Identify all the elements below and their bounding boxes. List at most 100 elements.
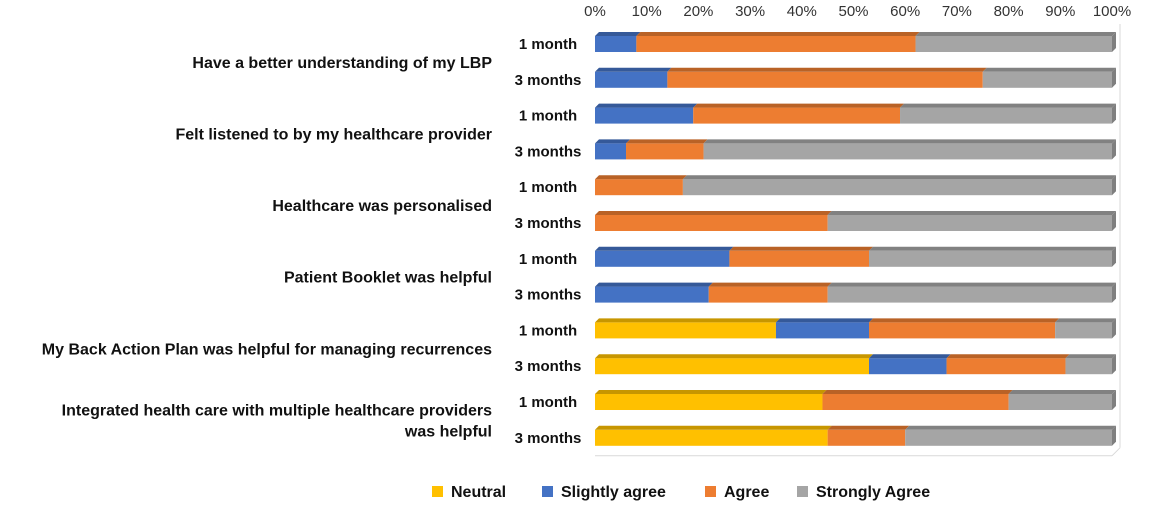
- bar-segment: [869, 250, 1112, 267]
- bar-segment: [595, 107, 694, 124]
- x-tick-label: 60%: [890, 3, 920, 20]
- bar-segment-top: [595, 246, 734, 251]
- bar-segment-top: [693, 103, 905, 108]
- x-tick-label: 100%: [1093, 3, 1131, 20]
- row-label: 3 months: [515, 358, 582, 375]
- bar-end-face: [1112, 354, 1116, 375]
- bar-segment: [667, 71, 983, 88]
- bar-segment: [595, 215, 828, 231]
- bar-segment: [982, 71, 1112, 88]
- bar-segment-top: [595, 211, 832, 215]
- bar-end-face: [1112, 67, 1116, 88]
- bar-segment-top: [869, 246, 1116, 251]
- bar-segment: [595, 71, 668, 88]
- bar-segment-top: [682, 175, 1116, 180]
- bar-segment: [595, 358, 870, 375]
- group-label: Felt listened to by my healthcare provid…: [175, 127, 492, 144]
- x-tick-label: 70%: [942, 3, 972, 20]
- bar-segment: [869, 322, 1056, 339]
- bar-segment: [827, 286, 1112, 303]
- x-axis-depth-line: [1111, 447, 1121, 457]
- bar-segment-top: [595, 103, 698, 108]
- bar-segment: [693, 107, 901, 124]
- group-label: My Back Action Plan was helpful for mana…: [42, 341, 492, 358]
- bar-segment: [626, 143, 704, 160]
- bar-segment-top: [900, 103, 1116, 108]
- bar-segment-top: [915, 32, 1116, 36]
- bar-segment: [869, 358, 947, 375]
- bar-segment-top: [595, 282, 713, 287]
- row-label: 3 months: [515, 72, 582, 89]
- bar-segment: [595, 179, 683, 196]
- bar-segment-top: [775, 318, 874, 323]
- bar-segment-top: [595, 318, 780, 323]
- bar-segment: [1008, 394, 1112, 410]
- bar-end-face: [1112, 246, 1116, 267]
- row-label: 3 months: [515, 143, 582, 160]
- bar-end-face: [1112, 32, 1116, 52]
- bar-segment: [636, 36, 916, 52]
- bar-segment: [822, 394, 1009, 410]
- bar-segment: [595, 143, 627, 160]
- bar-end-face: [1112, 318, 1116, 339]
- bar-segment: [905, 429, 1112, 446]
- bar-segment-top: [1055, 318, 1116, 323]
- bar-segment-top: [595, 390, 827, 394]
- bar-segment-top: [595, 32, 641, 36]
- legend: Neutral Slightly agree Agree Strongly Agree: [432, 484, 930, 501]
- bar-segment-top: [827, 425, 910, 430]
- row-label: 1 month: [519, 36, 577, 53]
- row-label: 3 months: [515, 430, 582, 447]
- group-label: Integrated health care with multiple hea…: [62, 402, 492, 419]
- bars: [595, 32, 1116, 446]
- bar-segment: [900, 107, 1112, 124]
- bar-segment-top: [667, 67, 987, 72]
- category-labels: 1 month 3 months Have a better understandi…: [42, 36, 582, 447]
- x-tick-label: 30%: [735, 3, 765, 20]
- bar-segment-top: [827, 211, 1116, 215]
- row-label: 1 month: [519, 251, 577, 268]
- bar-segment-top: [595, 354, 874, 359]
- group-label: Healthcare was personalised: [272, 198, 492, 215]
- x-tick-label: 90%: [1045, 3, 1075, 20]
- bar-segment-top: [729, 246, 874, 251]
- bar-end-face: [1112, 425, 1116, 446]
- bar-segment-top: [869, 318, 1060, 323]
- legend-swatch: [432, 486, 443, 497]
- bar-segment: [1065, 358, 1112, 375]
- bar-segment: [595, 322, 776, 339]
- bar-segment: [595, 286, 709, 303]
- bar-segment-top: [827, 282, 1116, 287]
- legend-swatch: [542, 486, 553, 497]
- row-label: 3 months: [515, 287, 582, 304]
- bar-segment: [775, 322, 870, 339]
- group-label: Patient Booklet was helpful: [284, 270, 492, 287]
- x-tick-label: 20%: [683, 3, 713, 20]
- bar-segment: [703, 143, 1112, 160]
- bar-end-face: [1112, 390, 1116, 410]
- bar-segment: [729, 250, 870, 267]
- bar-segment: [595, 250, 730, 267]
- bar-segment-top: [626, 139, 708, 144]
- bar-segment: [827, 429, 906, 446]
- bar-segment-top: [1008, 390, 1116, 394]
- x-axis: 0% 10% 20% 30% 40% 50% 60% 70% 80% 90% 100%: [584, 3, 1131, 457]
- legend-swatch: [797, 486, 808, 497]
- bar-end-face: [1112, 211, 1116, 231]
- x-tick-label: 50%: [838, 3, 868, 20]
- bar-segment-top: [708, 282, 832, 287]
- bar-segment: [595, 429, 828, 446]
- legend-swatch: [705, 486, 716, 497]
- x-tick-label: 80%: [994, 3, 1024, 20]
- bar-segment-top: [595, 425, 832, 430]
- legend-label: Strongly Agree: [816, 484, 930, 501]
- bar-segment-top: [1065, 354, 1116, 359]
- bar-segment-top: [822, 390, 1013, 394]
- bar-segment-top: [869, 354, 951, 359]
- group-label: was helpful: [404, 423, 492, 440]
- bar-end-face: [1112, 139, 1116, 160]
- bar-segment: [1055, 322, 1112, 339]
- row-label: 3 months: [515, 215, 582, 232]
- legend-label: Neutral: [451, 484, 506, 501]
